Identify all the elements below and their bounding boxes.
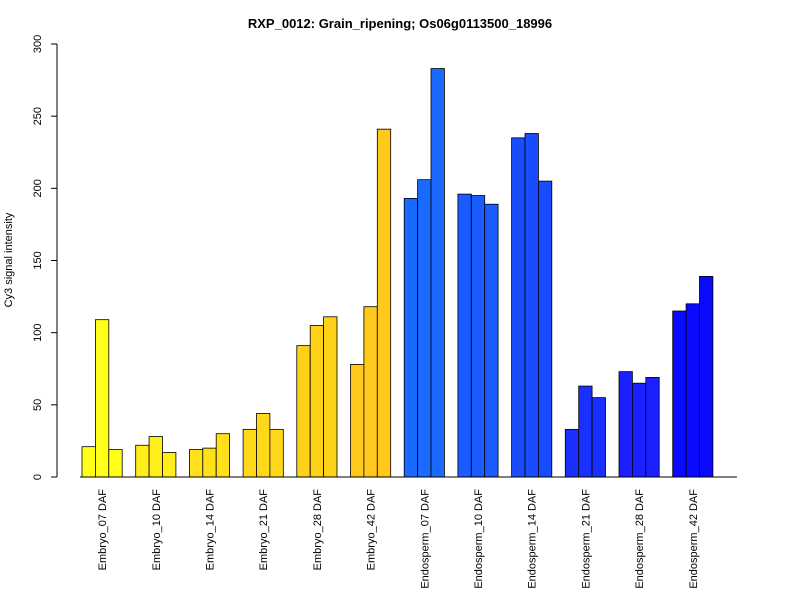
bar	[564, 428, 580, 478]
x-tick-label: Endosperm_28 DAF	[634, 489, 646, 589]
bar	[242, 428, 257, 478]
bar	[108, 449, 123, 478]
x-tick-label: Embryo_21 DAF	[258, 489, 270, 571]
bar	[430, 68, 445, 478]
bar	[162, 452, 177, 478]
bar	[135, 444, 150, 478]
bar	[269, 428, 284, 478]
bars	[81, 68, 714, 478]
y-tick-label: 150	[32, 251, 44, 269]
x-tick-label: Endosperm_14 DAF	[527, 489, 539, 589]
bar	[256, 413, 271, 478]
x-tick-label: Endosperm_07 DAF	[419, 489, 431, 589]
bar	[699, 275, 714, 478]
bar	[591, 397, 606, 478]
x-tick-label: Embryo_28 DAF	[312, 489, 324, 571]
bar	[81, 446, 96, 478]
x-tick-label: Embryo_14 DAF	[205, 489, 217, 571]
y-tick-label: 250	[32, 107, 44, 125]
x-tick-label: Embryo_10 DAF	[151, 489, 163, 571]
bar	[645, 377, 660, 478]
y-tick-label: 300	[32, 35, 44, 53]
x-tick-label: Endosperm_10 DAF	[473, 489, 485, 589]
y-tick-label: 200	[32, 179, 44, 197]
bar	[188, 449, 204, 478]
bar	[202, 447, 217, 478]
bar	[672, 310, 687, 478]
bar	[95, 319, 110, 478]
bar	[618, 371, 633, 478]
bar	[484, 203, 499, 478]
x-axis-labels: Embryo_07 DAF Embryo_10 DAF Embryo_14 DAF E…	[97, 489, 700, 589]
bar	[309, 325, 325, 478]
y-axis: 0 50 100 150 200 250 300	[32, 35, 58, 480]
bar	[511, 137, 526, 478]
bar	[403, 198, 419, 478]
bar	[538, 180, 553, 478]
bar	[685, 303, 700, 478]
bar	[470, 195, 486, 478]
bar	[215, 433, 230, 478]
bar	[148, 436, 163, 478]
x-tick-label: Embryo_07 DAF	[97, 489, 109, 571]
y-tick-label: 0	[32, 474, 44, 480]
x-tick-label: Embryo_42 DAF	[366, 489, 378, 571]
bar	[578, 385, 593, 478]
bar	[376, 128, 392, 478]
y-axis-label: Cy3 signal intensity	[3, 212, 15, 307]
bar	[457, 193, 472, 478]
chart-title: RXP_0012: Grain_ripening; Os06g0113500_1…	[248, 16, 552, 31]
y-tick-label: 100	[32, 323, 44, 341]
x-tick-label: Endosperm_42 DAF	[688, 489, 700, 589]
x-tick-label: Endosperm_21 DAF	[580, 489, 592, 589]
bar	[417, 179, 432, 478]
bar	[350, 364, 365, 478]
y-tick-label: 50	[32, 399, 44, 411]
bar	[632, 382, 647, 478]
bar	[323, 316, 338, 478]
bar	[524, 133, 539, 478]
bar	[363, 306, 378, 478]
bar	[296, 345, 311, 478]
